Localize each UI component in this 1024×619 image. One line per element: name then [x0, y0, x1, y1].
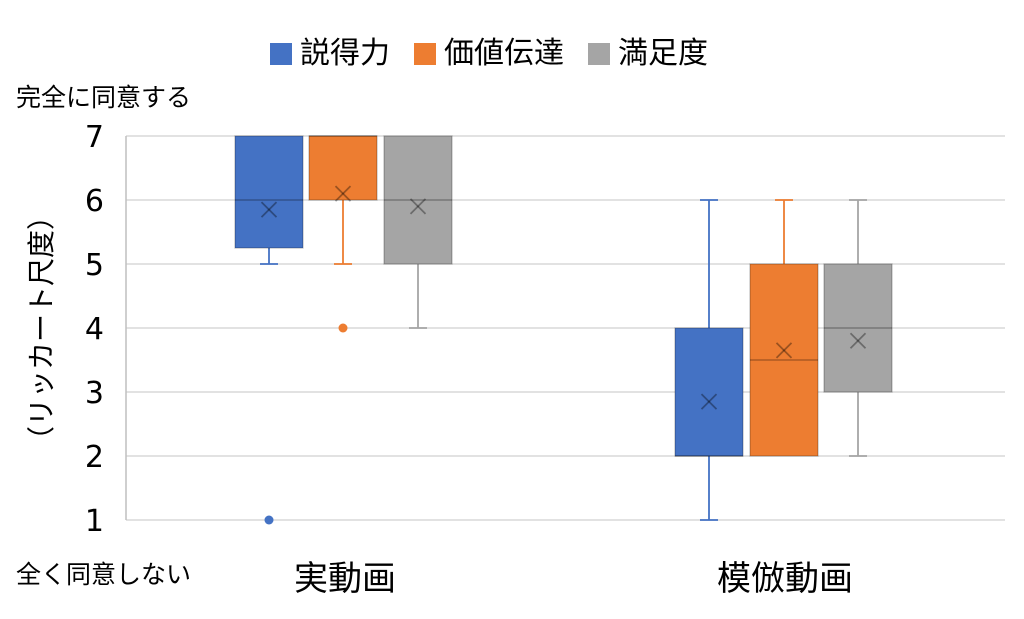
y-axis-label: （リッカート尺度） — [25, 201, 58, 455]
y-bottom-anchor-label: 全く同意しない — [16, 560, 192, 589]
legend-label: 説得力 — [300, 36, 390, 71]
y-tick-label: 4 — [85, 312, 104, 347]
mean-marker — [260, 201, 278, 218]
box-iqr — [749, 263, 819, 457]
box-1-2 — [674, 199, 744, 521]
legend-label: 満足度 — [618, 36, 708, 71]
legend-item-persuasiveness: 説得力 — [270, 36, 390, 72]
mean-marker — [849, 332, 867, 349]
box-3-1 — [383, 135, 453, 329]
legend-item-value-communication: 価値伝達 — [414, 36, 564, 72]
box-iqr — [823, 263, 893, 393]
mean-marker — [849, 332, 867, 349]
legend-item-satisfaction: 満足度 — [588, 36, 708, 72]
box-series — [234, 135, 893, 525]
legend-label: 価値伝達 — [444, 36, 564, 71]
box-iqr — [674, 327, 744, 457]
mean-marker — [334, 185, 352, 202]
y-tick-label: 2 — [85, 440, 104, 475]
y-tick-label: 1 — [85, 504, 104, 539]
legend-swatch — [588, 43, 610, 65]
mean-marker — [334, 185, 352, 202]
x-category-label-real-video: 実動画 — [294, 559, 396, 599]
legend-swatch — [414, 43, 436, 65]
box-iqr — [234, 135, 304, 249]
box-iqr — [383, 135, 453, 265]
outlier-point — [338, 323, 348, 333]
y-tick-label: 5 — [85, 248, 104, 283]
outlier-point — [264, 515, 274, 525]
x-category-label-imitation-video: 模倣動画 — [717, 559, 853, 599]
box-3-2 — [823, 199, 893, 457]
mean-marker — [775, 342, 793, 359]
y-top-anchor-label: 完全に同意する — [16, 83, 192, 112]
mean-marker — [700, 393, 718, 410]
y-tick-label: 7 — [85, 120, 104, 155]
mean-marker — [409, 198, 427, 215]
y-tick-labels: 1 2 3 4 5 6 7 — [85, 120, 104, 539]
box-1-1 — [234, 135, 304, 525]
mean-marker — [775, 342, 793, 359]
legend-swatch — [270, 43, 292, 65]
y-tick-label: 6 — [85, 184, 104, 219]
box-2-2 — [749, 199, 819, 457]
y-tick-label: 3 — [85, 376, 104, 411]
box-2-1 — [308, 135, 378, 333]
legend: 説得力 価値伝達 満足度 — [270, 36, 708, 72]
mean-marker — [260, 201, 278, 218]
mean-marker — [700, 393, 718, 410]
mean-marker — [409, 198, 427, 215]
box-iqr — [308, 135, 378, 201]
